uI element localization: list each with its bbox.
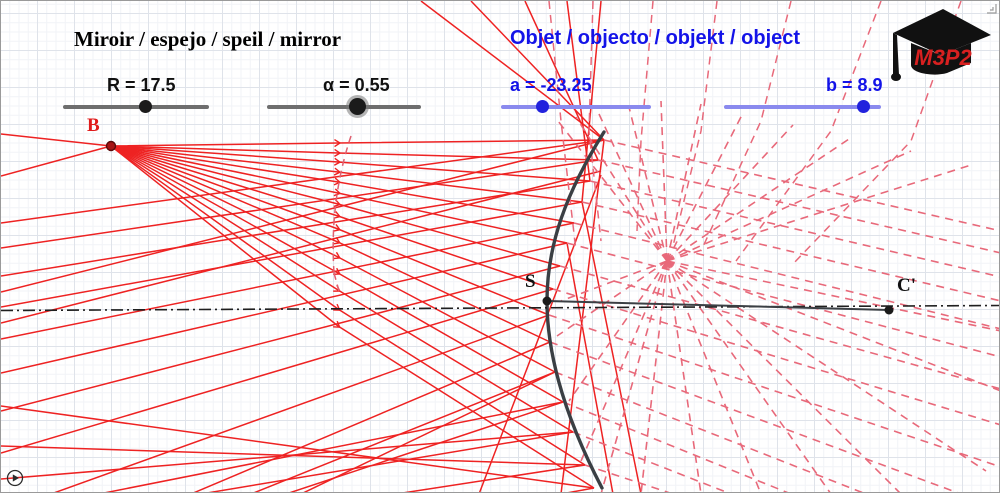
resize-corner-icon[interactable] bbox=[986, 3, 997, 14]
virtual-rays bbox=[548, 139, 999, 492]
slider-object-b[interactable] bbox=[724, 99, 881, 115]
slider-alpha[interactable] bbox=[267, 98, 421, 115]
optical-axis bbox=[1, 304, 999, 312]
heading-object: Objet / objecto / objekt / object bbox=[510, 27, 801, 49]
slider-track-alpha[interactable] bbox=[267, 105, 421, 109]
slider-track-object-a[interactable] bbox=[501, 105, 651, 109]
slider-object-a[interactable] bbox=[501, 99, 651, 115]
play-icon[interactable] bbox=[6, 469, 24, 487]
m3p2-graduation-cap-logo: M3P2 bbox=[891, 9, 991, 81]
slider-knob-object-a[interactable] bbox=[536, 100, 549, 113]
extended-incident-rays bbox=[1, 133, 605, 324]
point-label-s: S bbox=[525, 271, 536, 292]
slider-label-alpha: α = 0.55 bbox=[323, 75, 390, 95]
heading-mirror: Miroir / espejo / speil / mirror bbox=[74, 27, 342, 51]
point-b[interactable] bbox=[105, 140, 117, 152]
slider-radius[interactable] bbox=[63, 99, 209, 115]
slider-label-object-a: a = -23.25 bbox=[510, 75, 592, 95]
point-c-prime[interactable] bbox=[884, 305, 894, 315]
point-label-b: B bbox=[87, 115, 100, 136]
slider-knob-alpha[interactable] bbox=[349, 98, 366, 115]
slider-track-radius[interactable] bbox=[63, 105, 209, 109]
virtual-rays-back bbox=[556, 100, 999, 492]
logo-text: M3P2 bbox=[914, 45, 972, 70]
slider-knob-object-b[interactable] bbox=[857, 100, 870, 113]
point-label-c-prime: C' bbox=[897, 275, 916, 296]
normal-construction-arcs bbox=[332, 135, 352, 292]
point-s[interactable] bbox=[542, 296, 552, 306]
slider-knob-radius[interactable] bbox=[139, 100, 152, 113]
reflected-rays-steep bbox=[208, 1, 605, 492]
reflected-rays-upper bbox=[1, 139, 605, 492]
slider-track-object-b[interactable] bbox=[724, 105, 881, 109]
slider-label-object-b: b = 8.9 bbox=[826, 75, 883, 95]
slider-label-radius: R = 17.5 bbox=[107, 75, 176, 95]
axis-segment-s-to-cprime bbox=[546, 300, 890, 311]
